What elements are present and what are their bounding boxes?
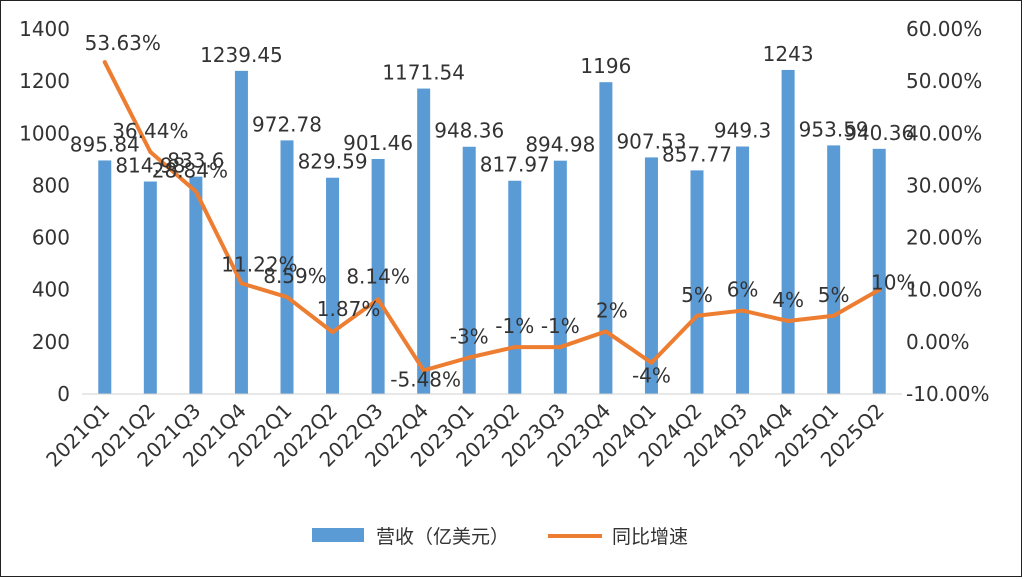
bar-data-label: 940.36	[844, 121, 914, 145]
bar-data-label: 829.59	[298, 150, 368, 174]
bar-data-label: 949.3	[714, 119, 771, 143]
bar-data-label: 833.6	[167, 149, 224, 173]
bar-data-label: 901.46	[343, 131, 413, 155]
bar-data-label: 817.97	[480, 153, 550, 177]
bar	[189, 176, 203, 394]
bar	[234, 70, 248, 395]
y-left-tick-label: 0	[57, 382, 70, 406]
line-data-label: -3%	[450, 325, 489, 349]
line-data-label: -4%	[632, 364, 671, 388]
y-right-tick-label: 50.00%	[906, 69, 982, 93]
line-data-label: 4%	[772, 288, 804, 312]
bar	[326, 177, 340, 394]
bar	[508, 180, 522, 394]
bar	[690, 170, 704, 394]
bar	[98, 160, 112, 394]
growth-point	[148, 149, 153, 154]
bar-data-label: 857.77	[662, 142, 732, 166]
growth-point	[786, 319, 791, 323]
line-data-label: 28.84%	[152, 158, 228, 182]
y-right-tick-label: 10.00%	[906, 278, 982, 302]
growth-point	[603, 329, 608, 334]
line-data-label: 8.14%	[346, 264, 410, 288]
line-data-label: 53.63%	[85, 31, 161, 55]
line-data-label: -1%	[541, 314, 580, 338]
growth-point	[193, 189, 198, 194]
y-right-tick-label: -10.00%	[906, 382, 989, 406]
y-left-tick-label: 1400	[19, 17, 70, 41]
y-left-tick-label: 1000	[19, 121, 70, 145]
bar	[599, 82, 613, 394]
y-right-tick-label: 60.00%	[906, 17, 982, 41]
bar	[417, 88, 431, 395]
growth-point	[877, 287, 882, 292]
y-left-tick-label: 200	[32, 330, 70, 354]
line-data-label: 11.22%	[221, 252, 297, 276]
bar-data-label: 1171.54	[382, 61, 465, 85]
legend-bar-swatch	[312, 528, 364, 542]
growth-point	[512, 345, 517, 350]
growth-line	[102, 60, 882, 373]
growth-point	[467, 355, 472, 360]
y-right-tick-label: 40.00%	[906, 121, 982, 145]
y-left-tick-label: 400	[32, 278, 70, 302]
growth-point	[649, 360, 654, 365]
bar	[736, 146, 750, 394]
growth-point	[285, 295, 289, 300]
bar-data-label: 1243	[763, 42, 814, 66]
bar-data-label: 894.98	[525, 133, 595, 157]
bar-data-label: 1239.45	[200, 43, 283, 67]
line-data-label: 10%	[871, 271, 915, 295]
bar	[781, 69, 795, 395]
bar	[371, 158, 385, 394]
bar-data-label: 972.78	[252, 112, 322, 136]
bar-data-label: 948.36	[434, 119, 504, 143]
bar	[872, 148, 886, 394]
bar	[143, 181, 157, 394]
line-data-label: 36.44%	[112, 119, 188, 143]
line-data-label: -1%	[495, 314, 534, 338]
y-right-tick-label: 30.00%	[906, 173, 982, 197]
bar	[827, 145, 841, 394]
line-data-label: 5%	[818, 283, 850, 307]
legend-bar-label: 营收（亿美元）	[376, 526, 509, 548]
growth-point	[421, 368, 426, 373]
growth-point	[831, 313, 836, 318]
y-right-tick-label: 0.00%	[906, 330, 970, 354]
y-left-tick-label: 1200	[19, 69, 70, 93]
bar-data-label: 895.84	[70, 132, 140, 156]
growth-point	[695, 313, 699, 318]
bar-data-label: 953.59	[799, 117, 869, 141]
growth-point	[740, 308, 745, 313]
growth-point	[102, 60, 107, 65]
bar	[280, 140, 294, 394]
bar	[462, 146, 476, 394]
line-data-label: 5%	[681, 283, 713, 307]
y-right-tick-label: 20.00%	[906, 226, 982, 250]
bar	[553, 160, 567, 394]
legend-line-label: 同比增速	[612, 526, 688, 548]
line-data-label: 8.59%	[263, 264, 327, 288]
growth-point	[376, 297, 381, 302]
y-left-tick-label: 600	[32, 226, 70, 250]
line-data-label: -5.48%	[390, 367, 461, 391]
growth-point	[239, 281, 244, 286]
bar-data-label: 814.98	[115, 154, 185, 178]
line-data-label: 1.87%	[317, 297, 381, 321]
growth-point	[558, 345, 563, 350]
bar	[644, 157, 658, 394]
line-data-label: 2%	[596, 298, 628, 322]
y-left-tick-label: 800	[32, 173, 70, 197]
growth-point	[330, 330, 335, 335]
bar-data-label: 1196	[580, 54, 631, 78]
bar-data-label: 907.53	[616, 129, 686, 153]
line-data-label: 6%	[727, 278, 759, 302]
